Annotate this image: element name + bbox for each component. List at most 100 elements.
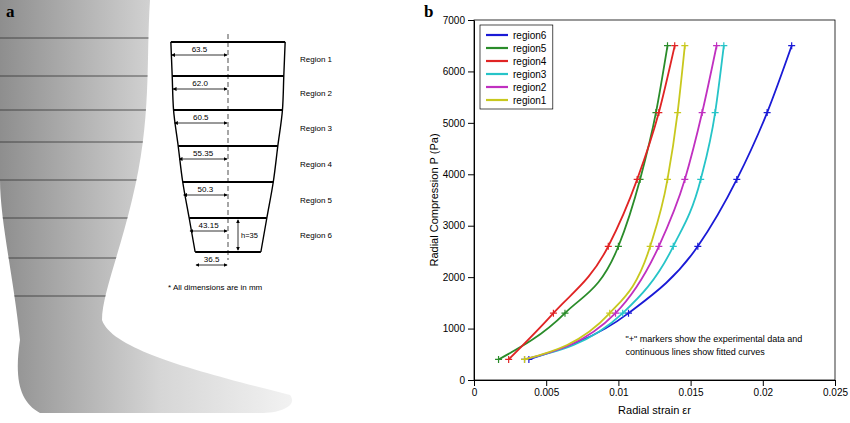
tick-mark	[468, 20, 474, 21]
leg-shape	[0, 0, 292, 413]
tick: 0.015	[679, 380, 704, 398]
region-label: Region 6	[300, 231, 333, 240]
note: * All dimensions are in mm	[168, 283, 263, 292]
section-line	[195, 251, 261, 253]
tick-label: 1000	[443, 323, 466, 334]
tick: 0	[472, 380, 478, 398]
leg-region-lines	[0, 38, 200, 296]
x-axis: 00.0050.010.0150.020.025	[472, 380, 849, 398]
legend-swatch	[486, 34, 508, 36]
legend-swatch	[486, 47, 508, 49]
data-marker	[681, 42, 688, 49]
dimension-arrow	[172, 55, 227, 56]
legend-entry: region4	[486, 56, 547, 67]
series-line	[525, 46, 724, 360]
data-marker	[670, 243, 677, 250]
tick-mark	[474, 380, 475, 386]
data-marker	[720, 42, 727, 49]
tick-mark	[546, 380, 547, 386]
data-marker	[788, 42, 795, 49]
tick-label: 7000	[443, 15, 466, 26]
data-marker	[699, 109, 706, 116]
tick-mark	[468, 226, 474, 227]
data-marker	[671, 42, 678, 49]
data-marker	[521, 356, 528, 363]
data-marker	[605, 243, 612, 250]
tick: 2000	[443, 272, 474, 283]
data-marker	[674, 109, 681, 116]
annotation-text: continuous lines show fitted curves	[626, 347, 766, 357]
leg-line	[0, 76, 200, 77]
data-marker	[619, 310, 626, 317]
tick-mark	[468, 123, 474, 124]
plot-marks	[495, 42, 795, 363]
tick-label: 3000	[443, 220, 466, 231]
dimension-arrow	[190, 231, 227, 232]
data-marker	[521, 356, 528, 363]
data-marker	[550, 310, 557, 317]
legend-label: region6	[513, 30, 547, 41]
leg-line	[0, 180, 200, 181]
legend-entry: region5	[486, 43, 547, 54]
dimension-arrow	[175, 123, 227, 124]
data-marker	[664, 42, 671, 49]
data-marker	[694, 243, 701, 250]
legend: region6region5region4region3region2regio…	[480, 25, 553, 109]
width-label: 63.5	[192, 45, 208, 54]
tick-label: 0.015	[679, 387, 704, 398]
data-marker	[521, 356, 528, 363]
tick-label: 0	[459, 375, 465, 386]
width-label: 50.3	[198, 185, 214, 194]
annotation: "+" markers show the experimental data a…	[626, 334, 803, 357]
region-label: Region 1	[300, 55, 333, 64]
legend-swatch	[486, 86, 508, 88]
tick-mark	[468, 380, 474, 381]
section-line	[178, 145, 278, 147]
tick: 4000	[443, 169, 474, 180]
legend-label: region1	[513, 95, 547, 106]
data-marker	[713, 42, 720, 49]
data-marker	[664, 176, 671, 183]
section-line	[171, 41, 285, 43]
legend-label: region4	[513, 56, 547, 67]
annotation-text: "+" markers show the experimental data a…	[626, 334, 803, 344]
width-label: 55.35	[193, 149, 214, 158]
data-marker	[655, 243, 662, 250]
data-marker	[733, 176, 740, 183]
tick: 3000	[443, 220, 474, 231]
width-label: 43.15	[199, 221, 220, 230]
region-label: Region 4	[300, 160, 333, 169]
tick-mark	[468, 71, 474, 72]
data-marker	[712, 109, 719, 116]
leg-line	[0, 218, 200, 219]
leg-line	[0, 38, 200, 39]
tick-label: 0	[472, 387, 478, 398]
legend-entry: region6	[486, 30, 547, 41]
section-line	[189, 217, 267, 219]
tick: 7000	[443, 15, 474, 26]
region-label: Region 3	[300, 124, 333, 133]
data-marker	[681, 176, 688, 183]
leg	[0, 0, 292, 413]
tick: 0.025	[823, 380, 848, 398]
axis-line	[474, 21, 475, 381]
tick-label: 6000	[443, 66, 466, 77]
data-marker	[647, 243, 654, 250]
tick-mark	[468, 174, 474, 175]
data-marker	[505, 356, 512, 363]
data-marker	[561, 310, 568, 317]
tick-label: 0.02	[754, 387, 774, 398]
tick: 0.02	[754, 380, 774, 398]
tick: 0.01	[609, 380, 629, 398]
dimension-arrow	[184, 195, 227, 196]
data-marker	[697, 176, 704, 183]
section-line	[183, 181, 274, 183]
tick-label: 0.01	[609, 387, 629, 398]
leg-line	[0, 258, 200, 259]
tick: 0	[459, 375, 474, 386]
width-label: 36.5	[204, 255, 220, 264]
height-label: h=35	[241, 231, 258, 240]
height-arrow	[238, 220, 239, 250]
tick-mark	[618, 380, 619, 386]
tick: 5000	[443, 118, 474, 129]
